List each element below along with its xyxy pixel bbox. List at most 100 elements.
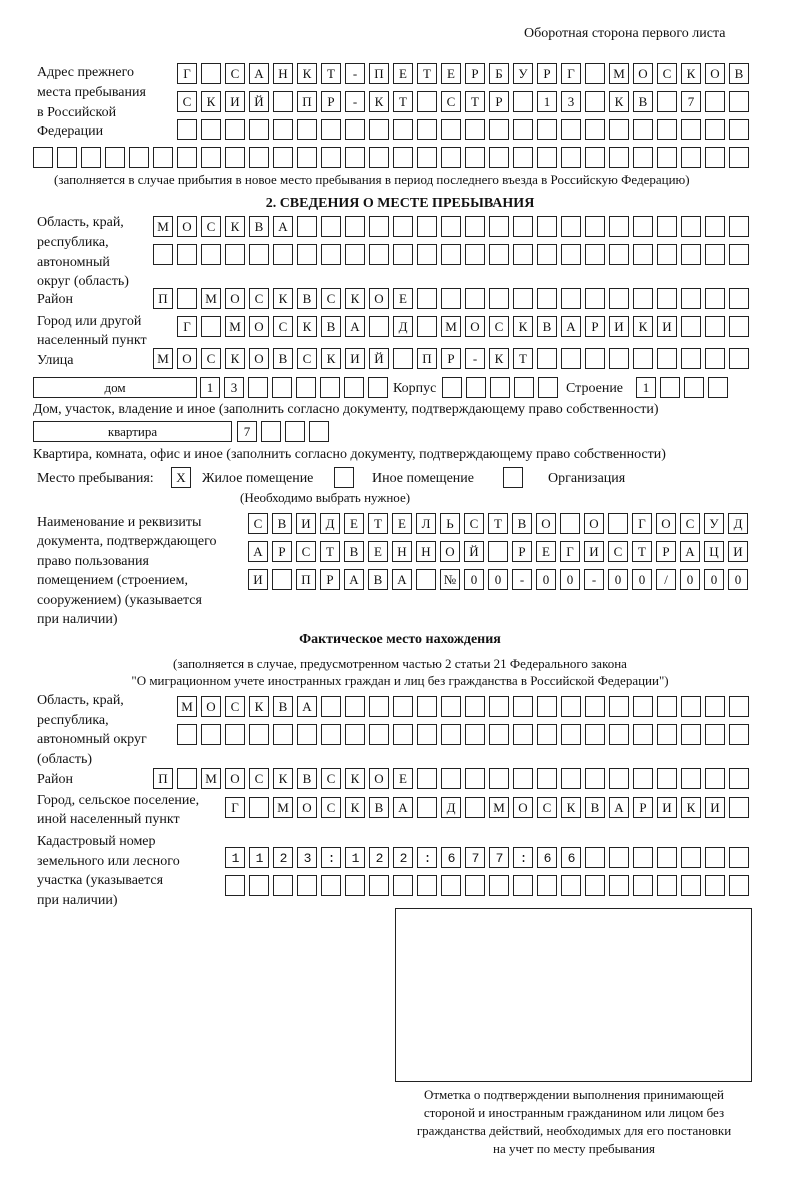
char-cell[interactable]: Д [441,797,461,818]
char-cell[interactable] [321,875,341,896]
char-cell[interactable] [633,244,653,265]
char-cell[interactable] [465,216,485,237]
char-cell[interactable]: К [681,797,701,818]
char-cell[interactable] [537,724,557,745]
char-cell[interactable]: Д [320,513,340,534]
char-cell[interactable] [609,147,629,168]
char-cell[interactable]: Е [392,513,412,534]
char-cell[interactable] [681,768,701,789]
char-cell[interactable] [585,875,605,896]
char-cell[interactable] [441,724,461,745]
char-cell[interactable] [490,377,510,398]
char-cell[interactable] [537,216,557,237]
char-cell[interactable]: П [417,348,437,369]
char-cell[interactable] [369,316,389,337]
char-cell[interactable] [633,288,653,309]
char-cell[interactable]: Н [273,63,293,84]
char-cell[interactable] [537,348,557,369]
char-cell[interactable]: В [633,91,653,112]
char-cell[interactable]: Т [465,91,485,112]
char-cell[interactable] [537,696,557,717]
char-cell[interactable] [177,724,197,745]
char-cell[interactable] [177,119,197,140]
char-cell[interactable]: О [201,696,221,717]
char-cell[interactable] [633,147,653,168]
char-cell[interactable] [225,119,245,140]
char-cell[interactable] [633,724,653,745]
char-cell[interactable] [369,119,389,140]
char-cell[interactable]: - [465,348,485,369]
char-cell[interactable] [249,797,269,818]
char-cell[interactable]: Р [585,316,605,337]
char-cell[interactable]: 0 [704,569,724,590]
char-cell[interactable] [585,63,605,84]
char-cell[interactable] [513,768,533,789]
char-cell[interactable]: И [657,797,677,818]
char-cell[interactable]: А [248,541,268,562]
char-cell[interactable] [248,377,268,398]
char-cell[interactable]: С [249,768,269,789]
char-cell[interactable]: 1 [636,377,656,398]
char-cell[interactable] [585,147,605,168]
char-cell[interactable] [129,147,149,168]
char-cell[interactable] [321,847,341,868]
char-cell[interactable] [177,244,197,265]
char-cell[interactable]: К [345,797,365,818]
char-cell[interactable]: К [273,288,293,309]
apartment-type-field[interactable]: квартира [33,421,232,442]
char-cell[interactable] [585,724,605,745]
char-cell[interactable]: В [537,316,557,337]
char-cell[interactable] [345,875,365,896]
char-cell[interactable]: И [705,797,725,818]
char-cell[interactable]: А [297,696,317,717]
char-cell[interactable] [633,696,653,717]
char-cell[interactable] [585,91,605,112]
actual-region-row-2[interactable] [177,724,749,745]
char-cell[interactable] [729,316,749,337]
char-cell[interactable] [465,768,485,789]
char-cell[interactable]: П [369,63,389,84]
char-cell[interactable]: С [273,316,293,337]
char-cell[interactable]: К [225,216,245,237]
char-cell[interactable] [201,244,221,265]
char-cell[interactable]: С [296,541,316,562]
char-cell[interactable]: 1 [537,91,557,112]
char-cell[interactable] [153,147,173,168]
char-cell[interactable]: У [513,63,533,84]
char-cell[interactable]: 0 [464,569,484,590]
char-cell[interactable] [681,875,701,896]
char-cell[interactable] [513,91,533,112]
char-cell[interactable] [297,216,317,237]
char-cell[interactable]: М [201,288,221,309]
char-cell[interactable] [513,724,533,745]
char-cell[interactable] [393,119,413,140]
char-cell[interactable]: О [297,797,317,818]
char-cell[interactable] [657,847,677,868]
char-cell[interactable] [465,119,485,140]
char-cell[interactable]: Р [321,91,341,112]
char-cell[interactable] [513,147,533,168]
char-cell[interactable] [465,847,485,868]
char-cell[interactable] [705,216,725,237]
char-cell[interactable] [681,244,701,265]
char-cell[interactable] [417,147,437,168]
char-cell[interactable] [345,244,365,265]
char-cell[interactable] [729,91,749,112]
char-cell[interactable]: В [297,288,317,309]
char-cell[interactable]: Е [393,768,413,789]
char-cell[interactable] [417,119,437,140]
char-cell[interactable] [489,875,509,896]
char-cell[interactable] [57,147,77,168]
char-cell[interactable] [705,696,725,717]
char-cell[interactable]: Т [488,513,508,534]
char-cell[interactable]: Ь [440,513,460,534]
char-cell[interactable] [537,119,557,140]
char-cell[interactable]: К [369,91,389,112]
char-cell[interactable] [561,244,581,265]
char-cell[interactable] [417,216,437,237]
char-cell[interactable] [417,244,437,265]
char-cell[interactable] [609,216,629,237]
char-cell[interactable]: К [345,768,365,789]
char-cell[interactable] [321,119,341,140]
char-cell[interactable] [585,847,605,868]
